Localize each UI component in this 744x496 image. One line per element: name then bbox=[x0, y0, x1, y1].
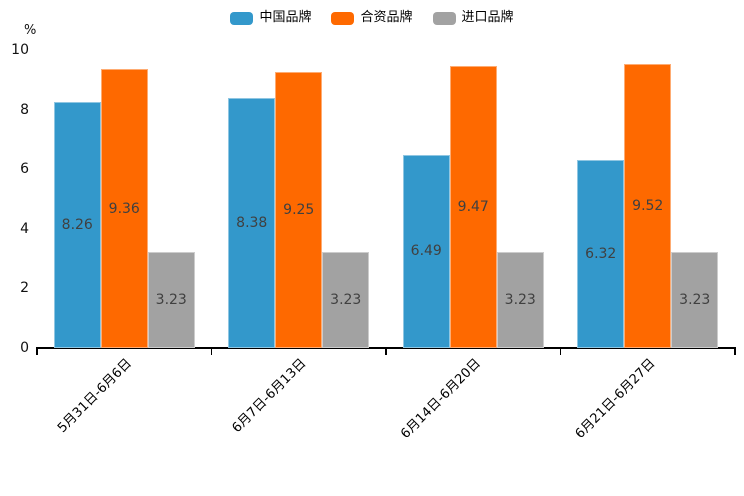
bar-合资品牌: 9.47 bbox=[449, 65, 497, 348]
bar-合资品牌: 9.25 bbox=[275, 72, 323, 348]
legend-label: 合资品牌 bbox=[360, 10, 413, 25]
bar-value-label: 8.38 bbox=[236, 215, 268, 232]
y-tick-label: 4 bbox=[20, 220, 29, 237]
y-tick-label: 6 bbox=[20, 161, 29, 178]
x-axis-tick bbox=[559, 349, 562, 355]
x-axis-tick bbox=[385, 349, 387, 355]
legend-item[interactable]: 进口品牌 bbox=[432, 10, 514, 26]
legend-label: 中国品牌 bbox=[259, 10, 312, 25]
legend-swatch-icon bbox=[432, 11, 456, 25]
bar-value-label: 9.36 bbox=[108, 200, 140, 217]
bar-value-label: 3.23 bbox=[155, 291, 187, 308]
x-axis-tick bbox=[36, 349, 38, 355]
bar-value-label: 9.52 bbox=[632, 198, 664, 215]
bar-value-label: 3.23 bbox=[330, 291, 362, 308]
y-axis-unit-label: % bbox=[24, 23, 37, 38]
y-tick-label: 8 bbox=[20, 101, 29, 118]
legend-swatch-icon bbox=[230, 11, 254, 25]
bar-中国品牌: 8.38 bbox=[228, 98, 276, 348]
bar-进口品牌: 3.23 bbox=[322, 251, 370, 348]
x-axis-tick bbox=[734, 349, 736, 355]
bar-进口品牌: 3.23 bbox=[147, 251, 195, 348]
y-tick-label: 2 bbox=[20, 280, 29, 297]
y-tick-label: 10 bbox=[11, 42, 29, 58]
x-axis-line bbox=[36, 347, 736, 349]
bar-value-label: 6.49 bbox=[410, 243, 442, 260]
bar-中国品牌: 6.49 bbox=[402, 154, 450, 348]
bar-value-label: 3.23 bbox=[679, 291, 711, 308]
chart-legend: 中国品牌 合资品牌 进口品牌 bbox=[0, 8, 744, 28]
legend-item[interactable]: 中国品牌 bbox=[230, 10, 311, 26]
legend-label: 进口品牌 bbox=[461, 10, 514, 25]
bar-合资品牌: 9.36 bbox=[100, 69, 148, 348]
legend-swatch-icon bbox=[331, 11, 355, 25]
bar-中国品牌: 6.32 bbox=[577, 159, 625, 348]
bar-合资品牌: 9.52 bbox=[624, 64, 672, 348]
bar-value-label: 9.47 bbox=[457, 198, 489, 215]
bar-value-label: 6.32 bbox=[585, 245, 617, 262]
bar-value-label: 9.25 bbox=[283, 202, 315, 219]
x-tick-label: 5月31日-6月6日 bbox=[54, 356, 135, 436]
bar-进口品牌: 3.23 bbox=[671, 251, 719, 348]
bar-进口品牌: 3.23 bbox=[496, 251, 544, 348]
bar-value-label: 3.23 bbox=[504, 291, 536, 308]
bar-value-label: 8.26 bbox=[61, 216, 93, 233]
x-axis-tick bbox=[210, 349, 213, 355]
bar-中国品牌: 8.26 bbox=[53, 101, 101, 348]
legend-item[interactable]: 合资品牌 bbox=[331, 10, 413, 26]
y-tick-label: 0 bbox=[20, 340, 29, 356]
